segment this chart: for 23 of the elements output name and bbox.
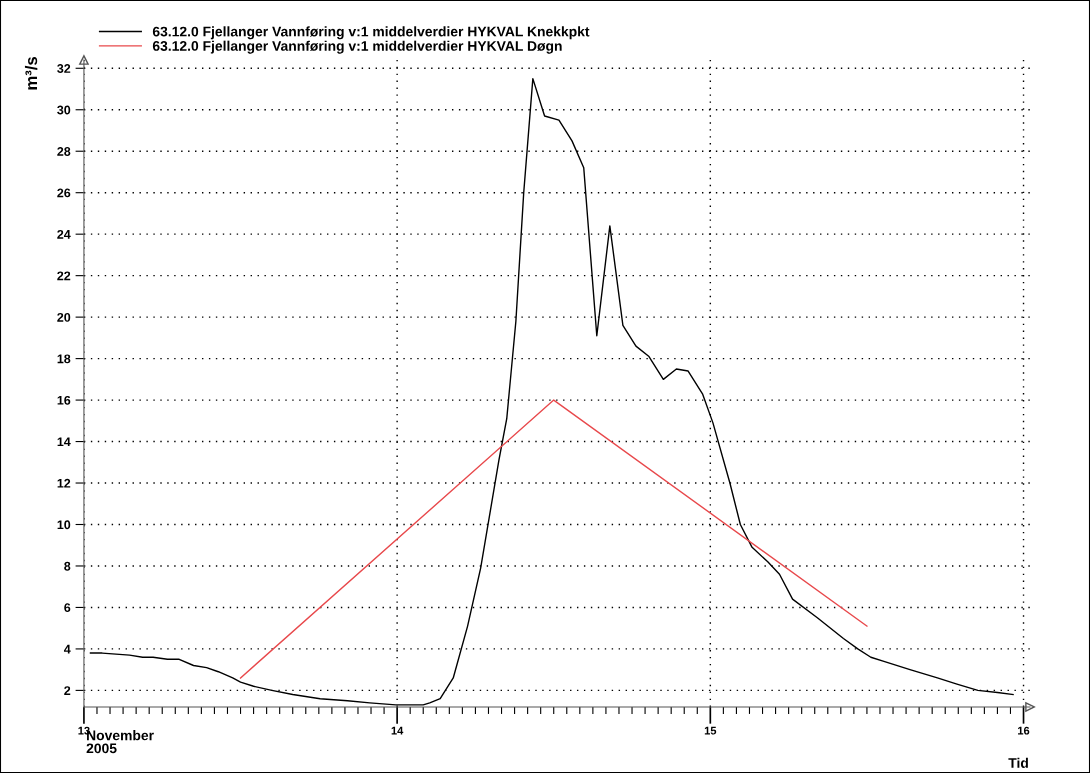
y-tick-label: 4 <box>63 644 71 654</box>
legend-label: 63.12.0 Fjellanger Vannføring v:1 middelverdier HYKVAL Døgn <box>152 40 562 54</box>
y-axis-title: m³/s <box>24 56 38 90</box>
x-tick-label: 14 <box>391 726 404 735</box>
x-tick-label: 15 <box>704 726 717 735</box>
y-tick-label: 6 <box>64 603 71 613</box>
y-tick-label: 20 <box>57 312 71 322</box>
y-tick-label: 12 <box>57 478 71 488</box>
y-tick-label: 16 <box>57 395 71 405</box>
y-tick-label: 24 <box>57 229 71 239</box>
y-tick-label: 14 <box>57 437 71 447</box>
y-tick-label: 28 <box>57 147 71 156</box>
y-tick-label: 26 <box>57 188 71 198</box>
y-tick-label: 8 <box>64 561 71 571</box>
y-tick-label: 10 <box>57 520 71 530</box>
y-tick-label: 32 <box>57 64 71 73</box>
x-axis-title: Tid <box>1008 757 1028 768</box>
x-tick-label: 16 <box>1018 726 1030 735</box>
legend-label: 63.12.0 Fjellanger Vannføring v:1 middelverdier HYKVAL Knekkpkt <box>152 26 590 40</box>
y-tick-label: 30 <box>57 105 71 115</box>
y-tick-label: 2 <box>64 686 71 695</box>
y-tick-label: 22 <box>57 271 71 281</box>
y-tick-label: 18 <box>57 354 71 364</box>
